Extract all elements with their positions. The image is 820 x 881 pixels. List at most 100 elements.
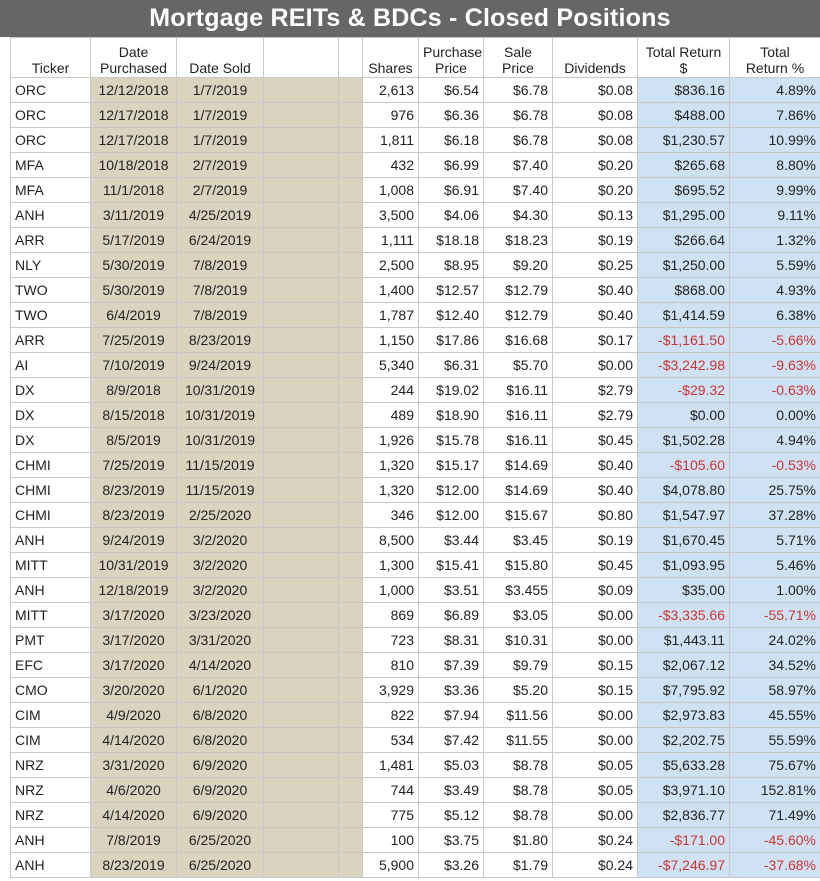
cell-total-return[interactable]: $1,295.00 [637,202,730,228]
cell-sale-price[interactable]: $15.67 [483,502,553,528]
cell-blank[interactable] [338,852,363,878]
cell-dividends[interactable]: $0.00 [552,727,638,753]
cell-ticker[interactable]: ANH [10,577,91,603]
cell-ticker[interactable]: ANH [10,852,91,878]
cell-return-pct[interactable]: 1.00% [729,577,820,603]
cell-date-sold[interactable]: 7/8/2019 [176,252,264,278]
cell-blank[interactable] [338,377,363,403]
cell-purchase-price[interactable]: $6.36 [418,102,484,128]
cell-ticker[interactable]: ARR [10,227,91,253]
cell-blank[interactable] [338,627,363,653]
cell-purchase-price[interactable]: $3.26 [418,852,484,878]
cell-blank[interactable] [263,577,339,603]
cell-ticker[interactable]: ANH [10,527,91,553]
cell-total-return[interactable]: $695.52 [637,177,730,203]
cell-total-return[interactable]: $1,443.11 [637,627,730,653]
cell-shares[interactable]: 1,787 [362,302,419,328]
cell-blank[interactable] [263,852,339,878]
cell-dividends[interactable]: $0.40 [552,477,638,503]
cell-total-return[interactable]: -$29.32 [637,377,730,403]
cell-sale-price[interactable]: $11.55 [483,727,553,753]
cell-blank[interactable] [263,277,339,303]
cell-blank[interactable] [338,327,363,353]
header-sale-price[interactable]: Sale Price [483,37,553,78]
cell-return-pct[interactable]: 5.71% [729,527,820,553]
cell-ticker[interactable]: TWO [10,277,91,303]
cell-ticker[interactable]: CIM [10,727,91,753]
cell-sale-price[interactable]: $1.79 [483,852,553,878]
cell-return-pct[interactable]: -0.53% [729,452,820,478]
cell-blank[interactable] [263,152,339,178]
cell-shares[interactable]: 1,111 [362,227,419,253]
cell-blank[interactable] [263,502,339,528]
cell-purchase-price[interactable]: $18.90 [418,402,484,428]
cell-sale-price[interactable]: $18.23 [483,227,553,253]
cell-blank[interactable] [338,502,363,528]
header-date-purchased[interactable]: Date Purchased [90,37,177,78]
cell-blank[interactable] [338,727,363,753]
cell-shares[interactable]: 822 [362,702,419,728]
cell-blank[interactable] [263,452,339,478]
cell-blank[interactable] [338,552,363,578]
cell-date-sold[interactable]: 4/25/2019 [176,202,264,228]
cell-date-sold[interactable]: 3/2/2020 [176,577,264,603]
cell-purchase-price[interactable]: $3.44 [418,527,484,553]
cell-date-sold[interactable]: 7/8/2019 [176,277,264,303]
cell-blank[interactable] [263,802,339,828]
cell-shares[interactable]: 1,300 [362,552,419,578]
header-shares[interactable]: Shares [362,37,419,78]
cell-sale-price[interactable]: $14.69 [483,477,553,503]
cell-total-return[interactable]: $1,547.97 [637,502,730,528]
cell-purchase-price[interactable]: $12.00 [418,502,484,528]
cell-purchase-price[interactable]: $6.91 [418,177,484,203]
cell-blank[interactable] [263,702,339,728]
cell-purchase-price[interactable]: $4.06 [418,202,484,228]
cell-date-sold[interactable]: 6/1/2020 [176,677,264,703]
cell-total-return[interactable]: -$1,161.50 [637,327,730,353]
cell-shares[interactable]: 3,500 [362,202,419,228]
cell-sale-price[interactable]: $16.68 [483,327,553,353]
cell-purchase-price[interactable]: $15.78 [418,427,484,453]
cell-blank[interactable] [263,77,339,103]
cell-blank[interactable] [263,302,339,328]
cell-shares[interactable]: 810 [362,652,419,678]
cell-return-pct[interactable]: 8.80% [729,152,820,178]
cell-dividends[interactable]: $0.80 [552,502,638,528]
cell-sale-price[interactable]: $5.20 [483,677,553,703]
cell-date-sold[interactable]: 7/8/2019 [176,302,264,328]
header-date-sold[interactable]: Date Sold [176,37,264,78]
cell-shares[interactable]: 1,481 [362,752,419,778]
cell-ticker[interactable]: PMT [10,627,91,653]
cell-sale-price[interactable]: $3.455 [483,577,553,603]
cell-shares[interactable]: 1,150 [362,327,419,353]
cell-blank[interactable] [338,77,363,103]
cell-sale-price[interactable]: $6.78 [483,102,553,128]
cell-sale-price[interactable]: $3.45 [483,527,553,553]
header-total-return-usd[interactable]: Total Return $ [637,37,730,78]
cell-shares[interactable]: 244 [362,377,419,403]
cell-sale-price[interactable]: $15.80 [483,552,553,578]
cell-date-purchased[interactable]: 11/1/2018 [90,177,177,203]
cell-dividends[interactable]: $0.00 [552,602,638,628]
cell-shares[interactable]: 100 [362,827,419,853]
header-total-return-pct[interactable]: Total Return % [729,37,820,78]
cell-ticker[interactable]: MFA [10,152,91,178]
cell-blank[interactable] [338,102,363,128]
cell-return-pct[interactable]: 24.02% [729,627,820,653]
cell-shares[interactable]: 2,500 [362,252,419,278]
cell-total-return[interactable]: $1,502.28 [637,427,730,453]
cell-date-purchased[interactable]: 3/17/2020 [90,602,177,628]
cell-date-purchased[interactable]: 4/14/2020 [90,802,177,828]
cell-date-sold[interactable]: 1/7/2019 [176,102,264,128]
header-purchase-price[interactable]: Purchase Price [418,37,484,78]
cell-dividends[interactable]: $0.05 [552,752,638,778]
cell-date-sold[interactable]: 2/25/2020 [176,502,264,528]
cell-dividends[interactable]: $0.09 [552,577,638,603]
cell-blank[interactable] [338,152,363,178]
cell-blank[interactable] [338,802,363,828]
cell-blank[interactable] [263,477,339,503]
cell-ticker[interactable]: NRZ [10,777,91,803]
cell-dividends[interactable]: $0.19 [552,227,638,253]
cell-total-return[interactable]: $265.68 [637,152,730,178]
cell-return-pct[interactable]: -45.60% [729,827,820,853]
